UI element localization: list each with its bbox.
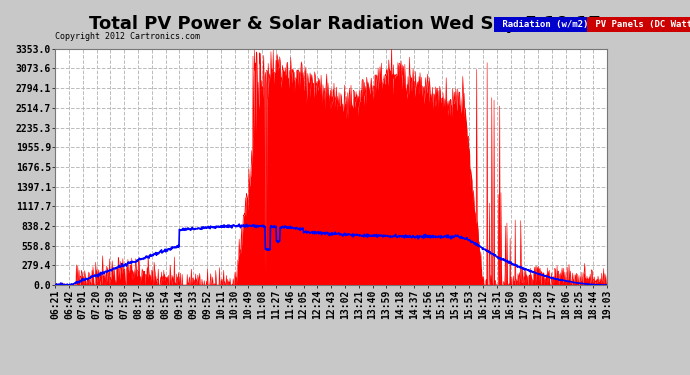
Text: Total PV Power & Solar Radiation Wed Sep 5 19:17: Total PV Power & Solar Radiation Wed Sep… [89,15,601,33]
Text: PV Panels (DC Watts): PV Panels (DC Watts) [590,20,690,29]
Text: Radiation (w/m2): Radiation (w/m2) [497,20,593,29]
Text: Copyright 2012 Cartronics.com: Copyright 2012 Cartronics.com [55,32,200,41]
